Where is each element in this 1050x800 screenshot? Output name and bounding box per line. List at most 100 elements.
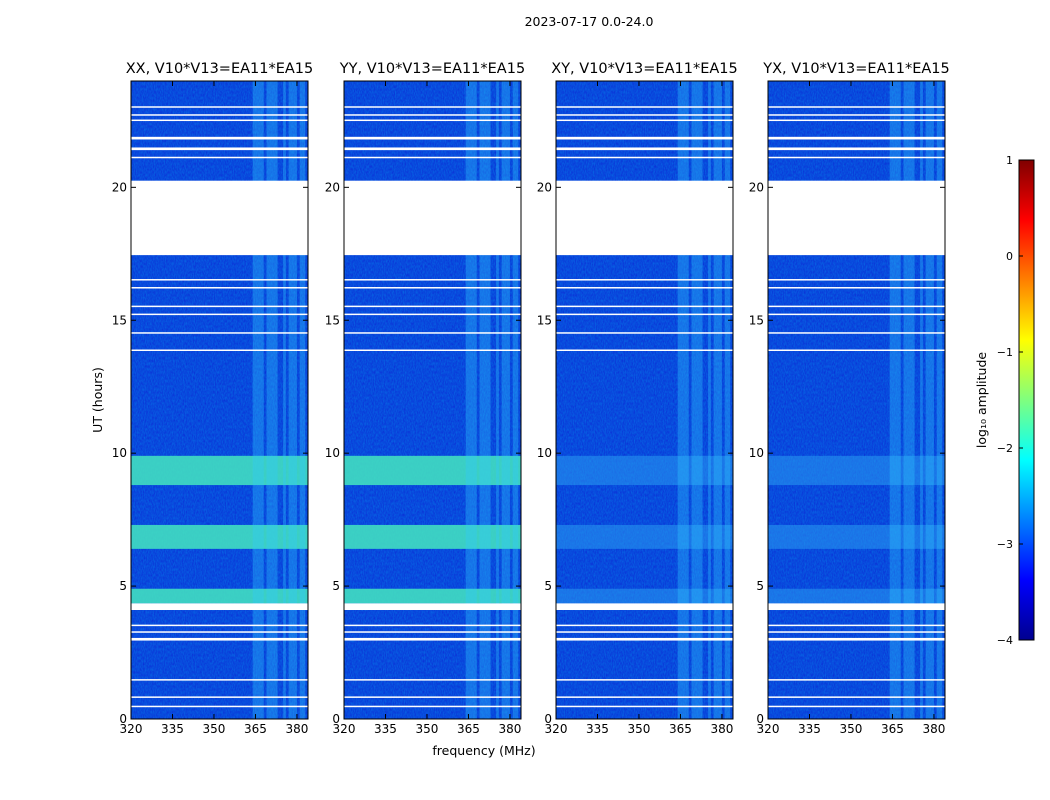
- x-tick-label: 380: [498, 722, 521, 736]
- data-gap: [344, 119, 521, 122]
- y-tick-label: 5: [119, 579, 127, 593]
- rfi-band: [299, 81, 306, 719]
- x-tick-label: 380: [710, 722, 733, 736]
- y-tick-label: 20: [749, 180, 764, 194]
- rfi-band: [903, 81, 915, 719]
- y-tick-label: 20: [112, 180, 127, 194]
- data-gap: [768, 624, 945, 627]
- y-tick-label: 0: [544, 712, 552, 726]
- rfi-band: [479, 81, 491, 719]
- data-gap: [768, 180, 945, 256]
- data-gap: [344, 147, 521, 151]
- data-gap: [131, 279, 308, 281]
- colorbar-tick-label: −2: [997, 442, 1013, 455]
- panel-yy: YY, V10*V13=EA11*EA15 320 335 350 365 380 0 5 10…: [325, 61, 525, 736]
- y-tick-label: 20: [537, 180, 552, 194]
- data-gap: [131, 624, 308, 627]
- x-tick-label: 365: [457, 722, 480, 736]
- x-tick-label: 335: [586, 722, 609, 736]
- panel-frame: [130, 80, 309, 720]
- data-gap: [768, 119, 945, 122]
- rfi-band: [677, 81, 689, 719]
- data-gap: [131, 679, 308, 681]
- x-axis-label: frequency (MHz): [432, 743, 535, 758]
- data-gap: [344, 279, 521, 281]
- data-gap: [768, 603, 945, 611]
- x-tick-label: 320: [757, 722, 780, 736]
- y-tick-label: 0: [756, 712, 764, 726]
- data-gap: [344, 603, 521, 611]
- data-gap: [344, 637, 521, 641]
- data-gap: [344, 679, 521, 681]
- high-amplitude-region: [344, 588, 521, 604]
- heatmap-noise: [344, 81, 521, 719]
- data-gap: [768, 305, 945, 308]
- panels: XX, V10*V13=EA11*EA15 320 335 350 365 380 0 5 10…: [112, 61, 950, 736]
- data-gap: [768, 156, 945, 159]
- data-gap: [556, 332, 733, 334]
- data-gap: [344, 305, 521, 308]
- high-amplitude-region: [344, 524, 521, 549]
- rfi-band: [708, 81, 711, 719]
- colorbar: −4 −3 −2 −1 0 1 log₁₀ amplitude: [974, 154, 1035, 647]
- panel-title: YY, V10*V13=EA11*EA15: [339, 61, 525, 77]
- heatmap-noise: [556, 81, 733, 719]
- colorbar-tick-label: 0: [1006, 250, 1013, 263]
- high-amplitude-region: [768, 524, 945, 549]
- rfi-band: [496, 81, 499, 719]
- panel-frame: [767, 80, 946, 720]
- data-gap: [768, 696, 945, 698]
- data-gap: [556, 114, 733, 116]
- y-tick-label: 10: [325, 446, 340, 460]
- colorbar-tick-label: −3: [997, 538, 1013, 551]
- data-gap: [131, 332, 308, 334]
- high-amplitude-region: [344, 455, 521, 486]
- rfi-band: [713, 81, 722, 719]
- data-gap: [131, 180, 308, 256]
- y-tick-label: 5: [544, 579, 552, 593]
- x-tick-label: 335: [798, 722, 821, 736]
- data-gap: [131, 114, 308, 116]
- high-amplitude-region: [768, 588, 945, 604]
- data-gap: [556, 679, 733, 681]
- data-gap: [344, 332, 521, 334]
- panel-yx: YX, V10*V13=EA11*EA15 320 335 350 365 380 0 5 10…: [749, 61, 950, 736]
- data-gap: [556, 287, 733, 289]
- rfi-band: [252, 81, 264, 719]
- data-gap: [768, 313, 945, 316]
- data-gap: [131, 119, 308, 122]
- panel-title: XY, V10*V13=EA11*EA15: [551, 61, 737, 77]
- x-tick-label: 380: [285, 722, 308, 736]
- figure-suptitle: 2023-07-17 0.0-24.0: [525, 14, 654, 29]
- data-gap: [131, 313, 308, 316]
- y-tick-label: 0: [332, 712, 340, 726]
- data-gap: [556, 637, 733, 641]
- data-gap: [344, 114, 521, 116]
- data-gap: [131, 637, 308, 641]
- x-tick-label: 350: [416, 722, 439, 736]
- data-gap: [768, 631, 945, 633]
- rfi-band: [465, 81, 477, 719]
- data-gap: [556, 313, 733, 316]
- x-tick-label: 335: [374, 722, 397, 736]
- data-gap: [131, 106, 308, 108]
- data-gap: [344, 696, 521, 698]
- high-amplitude-region: [556, 455, 733, 486]
- data-gap: [131, 136, 308, 140]
- data-gap: [131, 156, 308, 159]
- data-gap: [131, 147, 308, 151]
- x-tick-label: 335: [161, 722, 184, 736]
- data-gap: [556, 696, 733, 698]
- colorbar-tick-label: 1: [1006, 154, 1013, 167]
- data-gap: [556, 156, 733, 159]
- data-gap: [768, 679, 945, 681]
- rfi-band: [691, 81, 703, 719]
- high-amplitude-region: [131, 588, 308, 604]
- data-gap: [768, 136, 945, 140]
- panel-frame: [555, 80, 734, 720]
- x-tick-label: 365: [244, 722, 267, 736]
- y-tick-label: 15: [537, 313, 552, 327]
- data-gap: [556, 305, 733, 308]
- y-axis-label: UT (hours): [90, 367, 105, 433]
- x-tick-label: 320: [120, 722, 143, 736]
